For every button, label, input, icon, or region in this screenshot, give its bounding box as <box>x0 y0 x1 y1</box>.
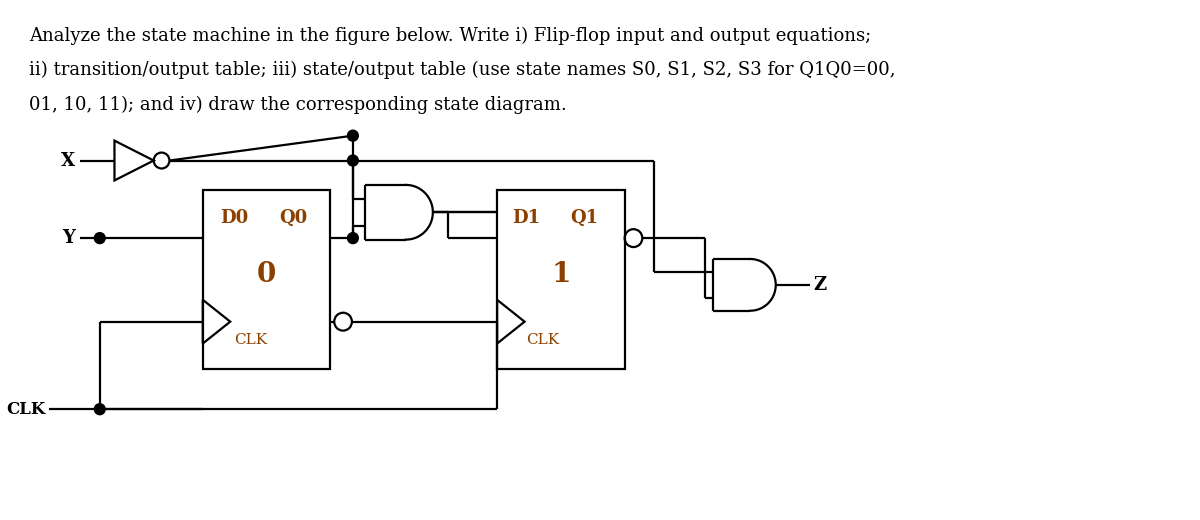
Circle shape <box>348 130 359 141</box>
Text: CLK: CLK <box>527 333 559 346</box>
Text: 01, 10, 11); and iv) draw the corresponding state diagram.: 01, 10, 11); and iv) draw the correspond… <box>29 96 566 114</box>
Circle shape <box>348 232 359 243</box>
Text: CLK: CLK <box>6 401 46 418</box>
Text: CLK: CLK <box>234 333 268 346</box>
Text: Analyze the state machine in the figure below. Write i) Flip-flop input and outp: Analyze the state machine in the figure … <box>29 26 871 45</box>
Circle shape <box>348 155 359 166</box>
Text: Q0: Q0 <box>280 209 307 227</box>
Bar <box>203 190 330 369</box>
Bar <box>497 190 625 369</box>
Circle shape <box>95 404 106 414</box>
Text: D1: D1 <box>512 209 540 227</box>
Circle shape <box>95 232 106 243</box>
Text: ii) transition/output table; iii) state/output table (use state names S0, S1, S2: ii) transition/output table; iii) state/… <box>29 61 895 80</box>
Text: 1: 1 <box>551 262 570 289</box>
Text: Z: Z <box>814 276 826 294</box>
Text: Q1: Q1 <box>571 209 599 227</box>
Text: Y: Y <box>62 229 76 247</box>
Text: D0: D0 <box>221 209 248 227</box>
Text: 0: 0 <box>257 262 276 289</box>
Text: X: X <box>61 151 76 170</box>
